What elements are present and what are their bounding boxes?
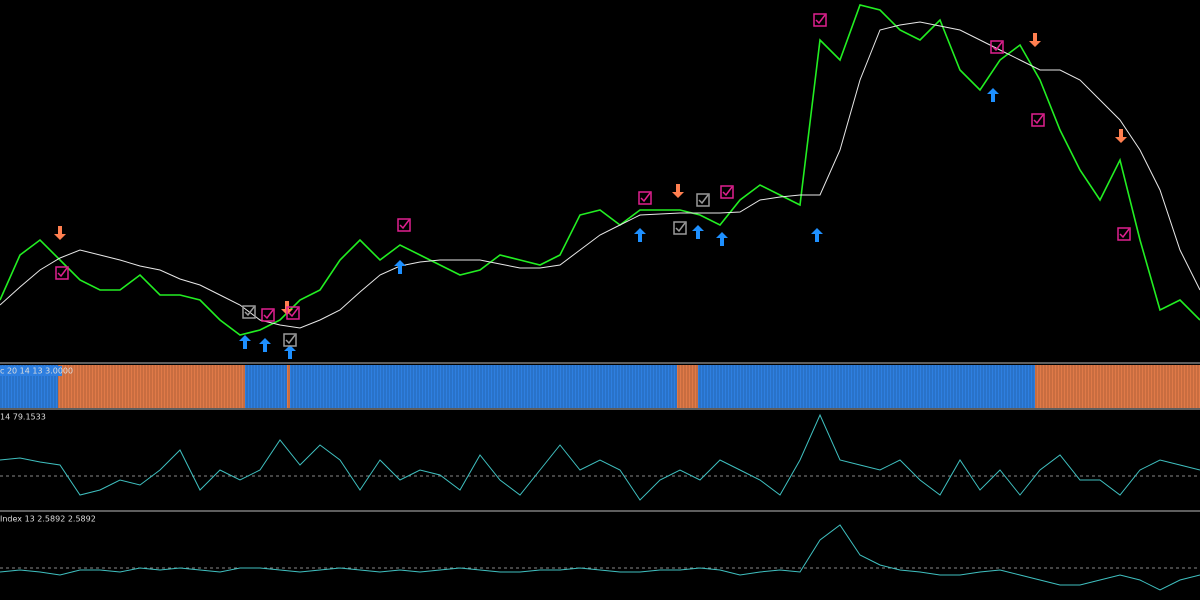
sell-arrow xyxy=(672,184,684,198)
buy-arrow xyxy=(259,338,271,352)
check-box xyxy=(55,266,69,280)
series-line xyxy=(0,21,1200,329)
label-bg xyxy=(0,366,62,376)
check-box xyxy=(286,306,300,320)
check-box xyxy=(696,193,710,207)
check-tick xyxy=(288,307,299,318)
check-tick xyxy=(263,309,274,320)
series-line xyxy=(0,4,1200,336)
check-box xyxy=(673,221,687,235)
check-tick xyxy=(815,14,826,25)
buy-arrow xyxy=(394,260,406,274)
check-box xyxy=(1031,113,1045,127)
series-line xyxy=(0,524,1200,591)
check-box xyxy=(638,191,652,205)
check-tick xyxy=(244,306,255,317)
check-tick xyxy=(57,267,68,278)
buy-arrow xyxy=(716,232,728,246)
series-line xyxy=(0,413,1200,501)
check-box xyxy=(261,308,275,322)
buy-arrow xyxy=(987,88,999,102)
trend-segment xyxy=(290,365,677,408)
indicator-label: 14 79.1533 xyxy=(0,413,46,422)
trend-segment xyxy=(58,365,245,408)
trend-segment xyxy=(245,365,287,408)
check-tick xyxy=(285,334,296,345)
check-box xyxy=(1117,227,1131,241)
check-tick xyxy=(1119,228,1130,239)
trend-segment xyxy=(677,365,698,408)
check-box xyxy=(990,40,1004,54)
check-box xyxy=(720,185,734,199)
sell-arrow xyxy=(1029,33,1041,47)
buy-arrow xyxy=(284,345,296,359)
sell-arrow xyxy=(54,226,66,240)
check-box xyxy=(283,333,297,347)
indicator-label: c 20 14 13 3.0000 xyxy=(0,367,73,376)
check-box xyxy=(397,218,411,232)
trend-segment xyxy=(287,365,290,408)
check-tick xyxy=(698,194,709,205)
sell-arrow xyxy=(1115,129,1127,143)
buy-arrow xyxy=(239,335,251,349)
check-tick xyxy=(640,192,651,203)
trend-segment xyxy=(698,365,1035,408)
check-tick xyxy=(675,222,686,233)
buy-arrow xyxy=(692,225,704,239)
check-box xyxy=(242,305,256,319)
buy-arrow xyxy=(811,228,823,242)
check-box xyxy=(813,13,827,27)
check-tick xyxy=(1033,114,1044,125)
check-tick xyxy=(992,41,1003,52)
check-tick xyxy=(399,219,410,230)
buy-arrow xyxy=(634,228,646,242)
indicator-label: Index 13 2.5892 2.5892 xyxy=(0,515,96,524)
trend-segment xyxy=(1035,365,1200,408)
check-tick xyxy=(722,186,733,197)
